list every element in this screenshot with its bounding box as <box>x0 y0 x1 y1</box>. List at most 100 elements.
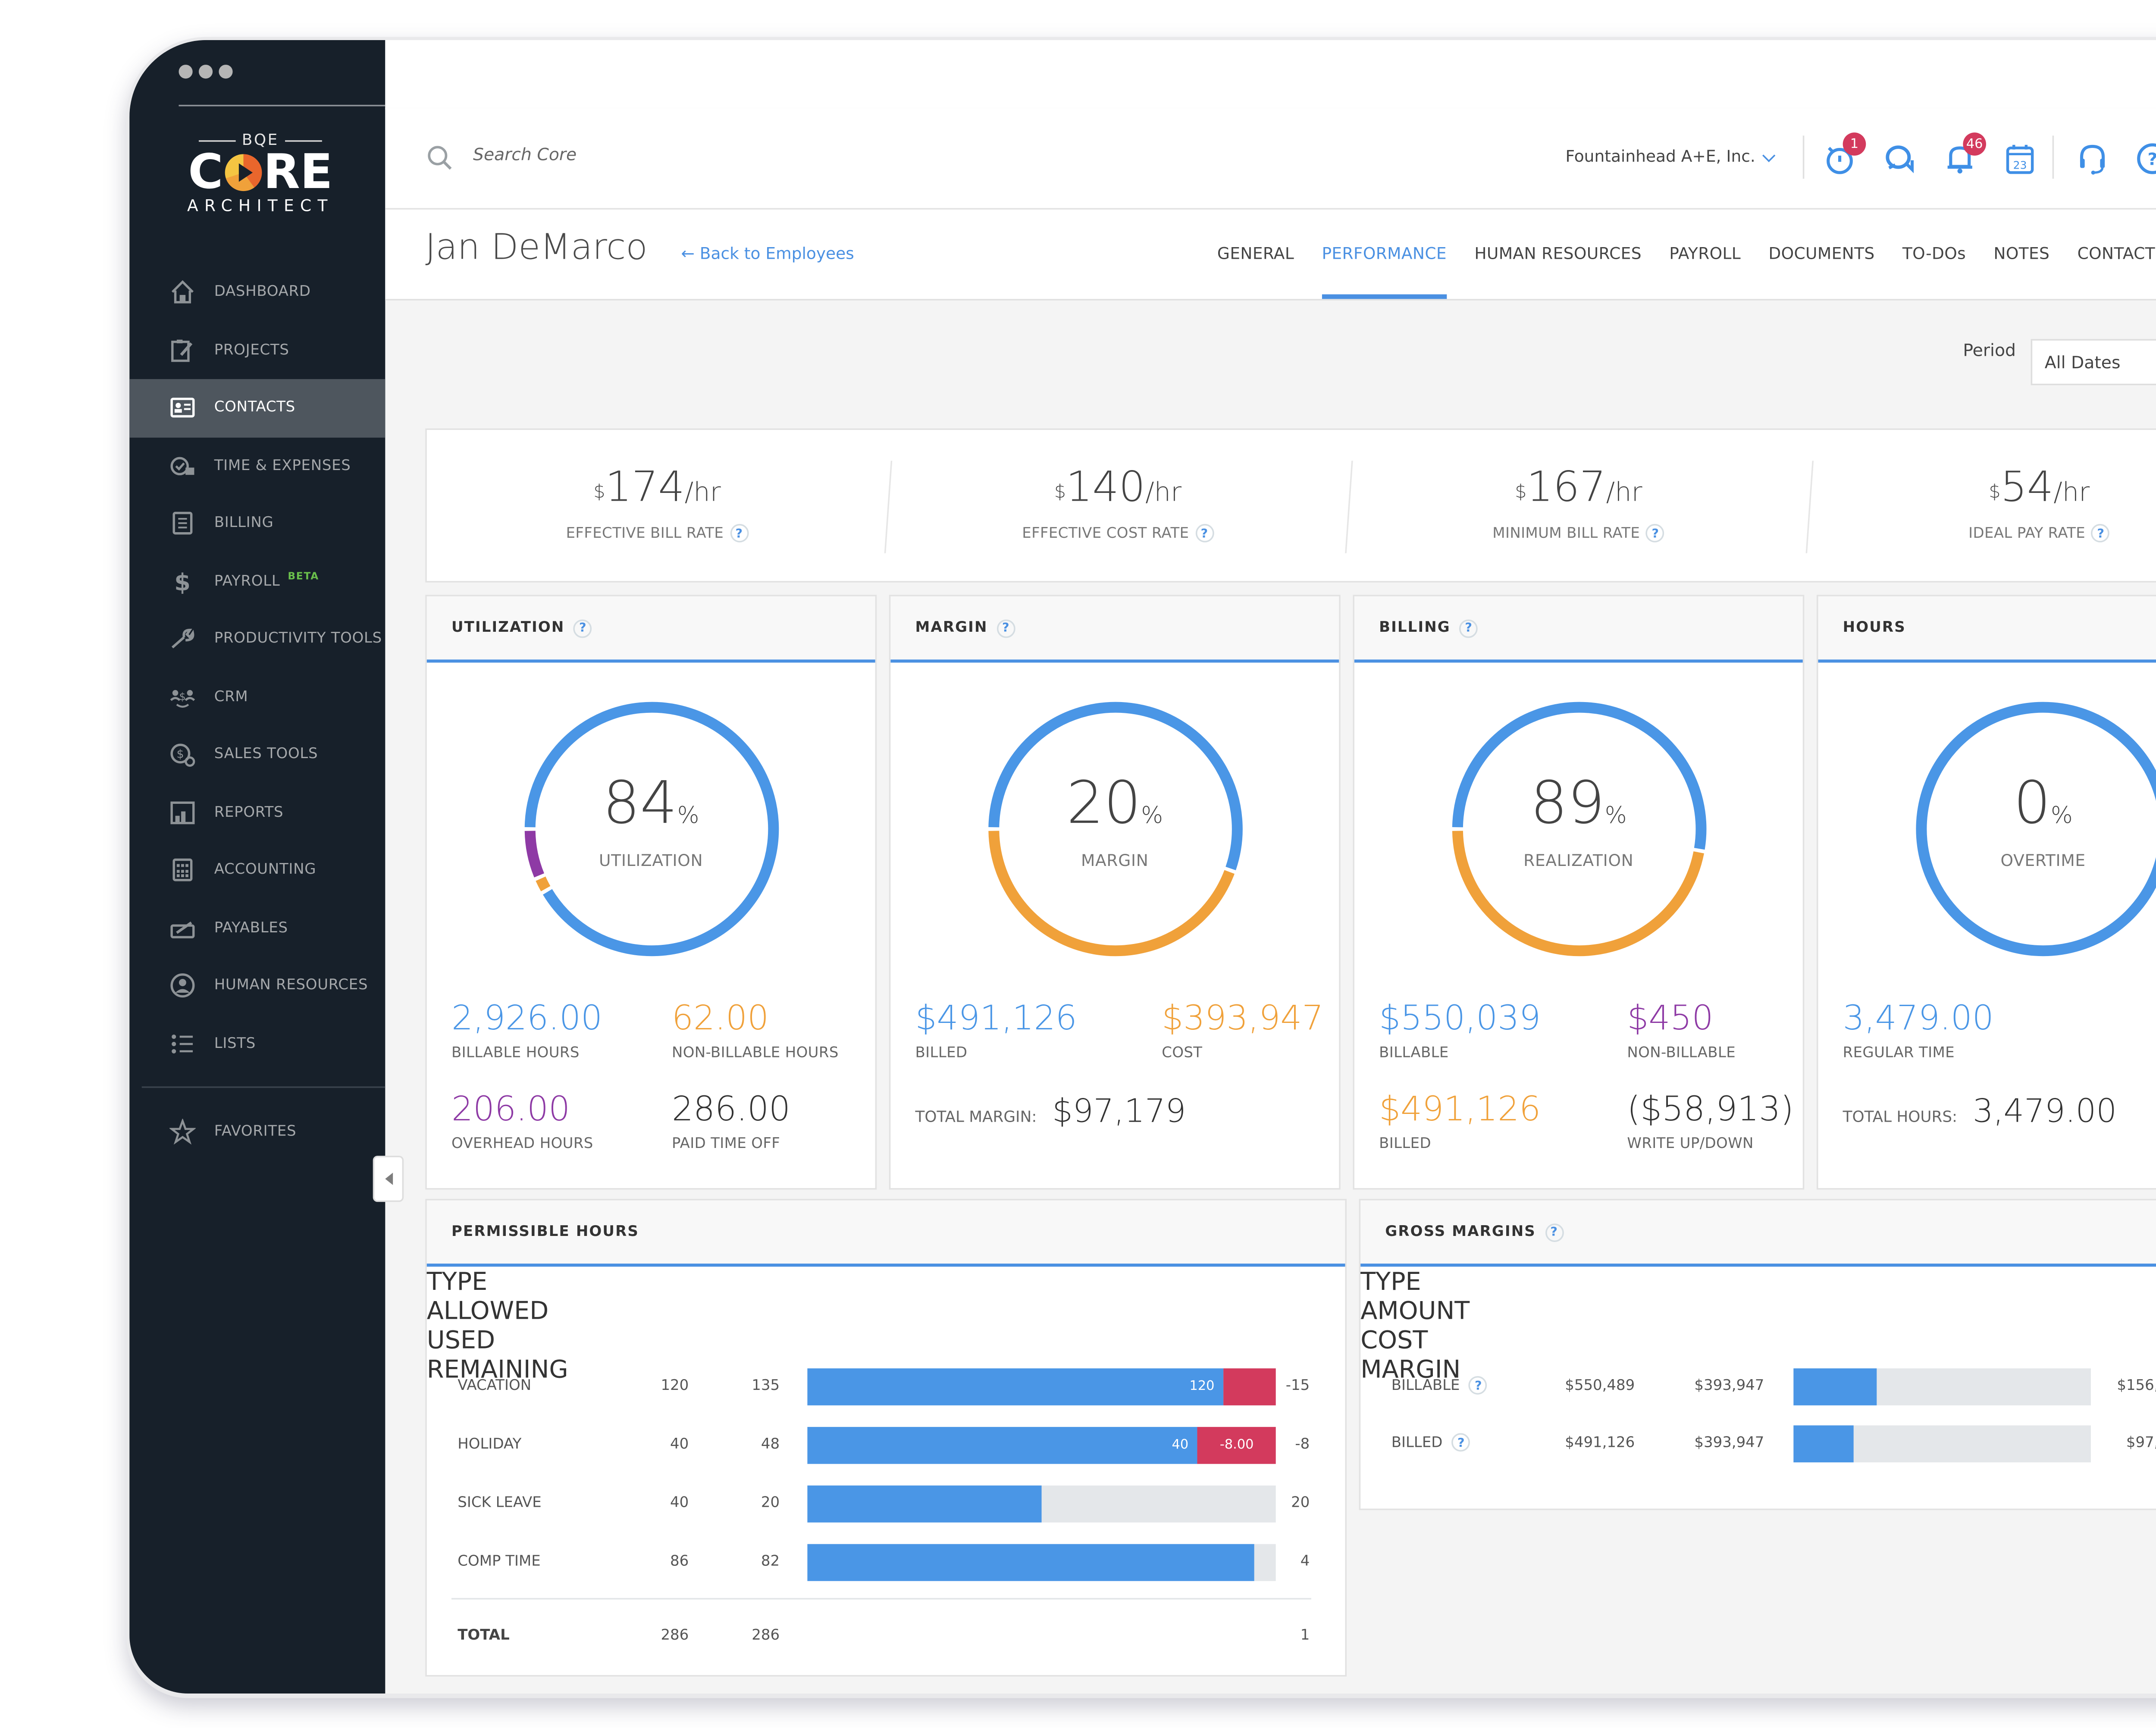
sidebar-item-sales-tools[interactable]: $ SALES TOOLS <box>129 726 385 784</box>
margin-bar-fill <box>1793 1425 1853 1463</box>
margin-bar-fill <box>1793 1368 1877 1405</box>
sidebar-item-reports[interactable]: REPORTS <box>129 784 385 841</box>
crm-people-icon: $ <box>169 684 196 710</box>
tab-human-resources[interactable]: HUMAN RESOURCES <box>1474 245 1642 264</box>
caret-left-icon <box>384 1173 392 1185</box>
clipboard-edit-icon <box>169 337 196 364</box>
donut-center: 0% OVERTIME <box>1818 772 2156 871</box>
help-icon[interactable]: ? <box>1195 524 1214 543</box>
sidebar: BQE C RE ARCHITECT DASHBOARD PROJECTS CONTA… <box>129 40 404 1694</box>
tab-general[interactable]: GENERAL <box>1217 245 1294 264</box>
help-icon[interactable]: ? <box>573 618 592 637</box>
calendar-icon: 23 <box>2006 144 2034 174</box>
star-icon <box>169 1119 196 1145</box>
stat-paid-time-off: 286.00 PAID TIME OFF <box>671 1091 791 1153</box>
donut-segment-billable <box>1451 702 1706 850</box>
usage-bar-fill: 40 <box>807 1427 1198 1464</box>
help-button[interactable]: ? <box>2136 142 2156 176</box>
support-button[interactable] <box>2075 142 2109 176</box>
sidebar-item-lists[interactable]: LISTS <box>129 1015 385 1073</box>
calendar-button[interactable]: 23 <box>2003 142 2037 176</box>
table-row: VACATION 120 135 -15 120 <box>427 1368 1345 1405</box>
svg-text:23: 23 <box>2013 159 2027 171</box>
list-icon <box>169 1031 196 1057</box>
help-icon[interactable]: ? <box>2091 524 2110 543</box>
period-select[interactable]: All Dates <box>2031 339 2156 386</box>
sidebar-item-projects[interactable]: PROJECTS <box>129 321 385 379</box>
sidebar-item-productivity-tools[interactable]: PRODUCTIVITY TOOLS <box>129 610 385 668</box>
tab-notes[interactable]: NOTES <box>1993 245 2050 264</box>
window-dot[interactable] <box>198 65 213 79</box>
sidebar-item-crm[interactable]: $ CRM <box>129 668 385 726</box>
help-icon[interactable]: ? <box>730 524 749 543</box>
contact-card-icon <box>169 395 196 421</box>
back-to-employees-link[interactable]: ← Back to Employees <box>681 245 854 264</box>
tab-to-dos[interactable]: TO-DOs <box>1902 245 1966 264</box>
logo[interactable]: BQE C RE ARCHITECT <box>175 132 345 216</box>
sidebar-item-dashboard[interactable]: DASHBOARD <box>129 263 385 321</box>
search-icon[interactable] <box>427 145 453 177</box>
billing-card: BILLING? 89% REALIZATION $550,039 BILLABLE $4… <box>1353 595 1805 1190</box>
donut-chart <box>523 702 778 957</box>
column-header: COST <box>1360 1325 1428 1355</box>
tab-payroll[interactable]: PAYROLL <box>1669 245 1741 264</box>
top-chrome <box>385 40 2156 110</box>
stat-non-billable: $450 NON-BILLABLE <box>1627 1000 1736 1062</box>
sidebar-item-human-resources[interactable]: HUMAN RESOURCES <box>129 957 385 1015</box>
chat-button[interactable] <box>1883 142 1917 176</box>
divider <box>141 1086 385 1088</box>
stat-overhead-hours: 206.00 OVERHEAD HOURS <box>451 1091 593 1153</box>
search-input[interactable] <box>470 143 939 166</box>
company-selector[interactable]: Fountainhead A+E, Inc. <box>1565 148 1776 166</box>
column-header: AMOUNT <box>1360 1296 1470 1326</box>
sidebar-item-favorites[interactable]: FAVORITES <box>129 1103 385 1161</box>
help-icon[interactable]: ? <box>1451 1433 1470 1452</box>
tab-documents[interactable]: DOCUMENTS <box>1768 245 1875 264</box>
rate-item: $54/hr IDEAL PAY RATE? <box>1809 430 2156 581</box>
utilization-card: UTILIZATION? 84% UTILIZATION 2,926.00 BILLAB… <box>425 595 877 1190</box>
help-icon[interactable]: ? <box>1646 524 1665 543</box>
invoice-icon <box>169 511 196 537</box>
sidebar-item-accounting[interactable]: ACCOUNTING <box>129 841 385 899</box>
window-dot[interactable] <box>219 65 233 79</box>
donut-center: 84% UTILIZATION <box>427 772 875 871</box>
total-line: TOTAL HOURS: 3,479.00 <box>1843 1092 2117 1130</box>
sidebar-item-label: ACCOUNTING <box>214 862 317 879</box>
timer-button[interactable]: 1 <box>1823 132 1866 176</box>
table-row: BILLED?$491,126$393,947$97,179 • 20 % <box>1360 1425 2156 1463</box>
help-icon[interactable]: ? <box>1460 618 1479 637</box>
sidebar-collapse-button[interactable] <box>373 1155 404 1202</box>
sidebar-item-billing[interactable]: BILLING <box>129 495 385 552</box>
donut-chart <box>987 702 1242 957</box>
sidebar-item-payables[interactable]: PAYABLES <box>129 899 385 957</box>
dollar-icon: $ <box>169 568 196 594</box>
person-circle-icon <box>169 973 196 999</box>
total-line: TOTAL MARGIN: $97,179 <box>915 1092 1186 1130</box>
sales-gear-icon: $ <box>169 742 196 768</box>
report-chart-icon <box>169 800 196 826</box>
window-controls[interactable] <box>179 65 233 79</box>
rate-value: $174/hr <box>593 464 721 512</box>
stat-non-billable-hours: 62.00 NON-BILLABLE HOURS <box>671 1000 839 1062</box>
help-icon[interactable]: ? <box>1545 1223 1564 1242</box>
sidebar-item-payroll[interactable]: $ PAYROLL BETA <box>129 552 385 610</box>
rate-item: $167/hr MINIMUM BILL RATE? <box>1348 430 1809 581</box>
svg-text:$: $ <box>176 748 184 761</box>
sidebar-item-time-expenses[interactable]: TIME & EXPENSES <box>129 437 385 495</box>
rate-item: $174/hr EFFECTIVE BILL RATE? <box>427 430 887 581</box>
column-header: REMAINING <box>426 1354 568 1384</box>
tab-performance[interactable]: PERFORMANCE <box>1308 210 1460 299</box>
window-dot[interactable] <box>179 65 193 79</box>
stat-billable-hours: 2,926.00 BILLABLE HOURS <box>451 1000 603 1062</box>
tab-contact[interactable]: CONTACT <box>2077 245 2156 264</box>
help-icon[interactable]: ? <box>997 618 1015 637</box>
wrench-icon <box>169 626 196 652</box>
notifications-button[interactable]: 46 <box>1943 132 1986 176</box>
sidebar-item-contacts[interactable]: CONTACTS <box>129 379 385 437</box>
table-row: COMP TIME 86 82 4 <box>427 1544 1345 1581</box>
help-icon[interactable]: ? <box>1469 1376 1488 1395</box>
rate-summary: $174/hr EFFECTIVE BILL RATE? $140/hr EFFECT… <box>425 428 2156 583</box>
logo-core: C RE <box>188 144 333 201</box>
headset-icon <box>2080 144 2105 175</box>
